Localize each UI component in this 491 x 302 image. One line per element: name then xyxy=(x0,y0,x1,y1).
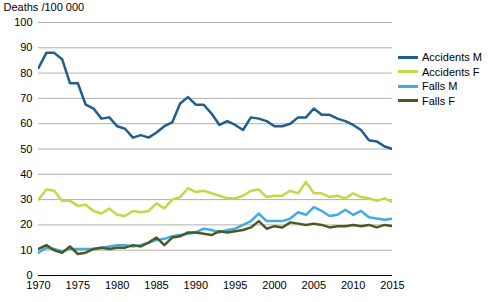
svg-text:30: 30 xyxy=(20,193,32,205)
html-text:Falls F: Falls F xyxy=(422,94,455,107)
svg-text:60: 60 xyxy=(20,117,32,129)
svg-text:40: 40 xyxy=(20,168,32,180)
svg-text:10: 10 xyxy=(20,244,32,256)
svg-text:80: 80 xyxy=(20,67,32,79)
html-text:Accidents M: Accidents M xyxy=(422,51,482,64)
svg-text:2010: 2010 xyxy=(341,279,365,291)
svg-text:1975: 1975 xyxy=(66,279,90,291)
svg-text:Deaths /100 000: Deaths /100 000 xyxy=(4,1,85,13)
svg-text:2015: 2015 xyxy=(380,279,404,291)
svg-text:2005: 2005 xyxy=(302,279,326,291)
svg-text:0: 0 xyxy=(26,269,33,281)
svg-text:20: 20 xyxy=(20,218,32,230)
svg-text:70: 70 xyxy=(20,92,32,104)
svg-text:100: 100 xyxy=(14,16,32,28)
svg-text:50: 50 xyxy=(20,143,32,155)
svg-text:2000: 2000 xyxy=(262,279,286,291)
html-text:Falls M: Falls M xyxy=(422,80,458,93)
svg-text:1980: 1980 xyxy=(105,279,129,291)
svg-text:1985: 1985 xyxy=(144,279,168,291)
html-text:Accidents F: Accidents F xyxy=(422,65,480,78)
svg-text:90: 90 xyxy=(20,41,32,53)
svg-text:1990: 1990 xyxy=(184,279,208,291)
svg-text:1970: 1970 xyxy=(26,279,50,291)
svg-text:1995: 1995 xyxy=(223,279,247,291)
